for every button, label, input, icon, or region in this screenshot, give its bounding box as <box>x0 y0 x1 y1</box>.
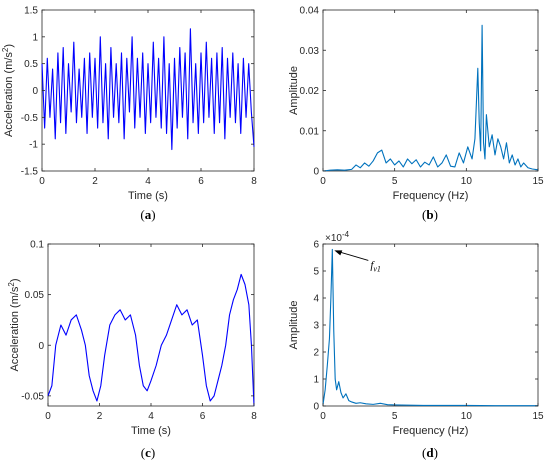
panel-label-close: ) <box>434 207 438 222</box>
x-tick-label: 0 <box>320 176 326 187</box>
y-tick-label: 2 <box>313 348 319 359</box>
y-tick-label: 1 <box>313 375 319 386</box>
annotation-label: fv1 <box>370 259 381 273</box>
panel-label-close: ) <box>151 207 155 222</box>
x-tick-label: 5 <box>392 176 398 187</box>
chart-a: 0 2 4 6 8 -1.5 -1 -0.5 0 0.5 1 1.5 Time (s) Accelerat… <box>1 6 257 223</box>
x-tick-label: 8 <box>251 411 257 422</box>
panel-label: (b) <box>422 207 438 222</box>
y-axis-label-tail: ) <box>3 44 15 48</box>
x-tick-label: 4 <box>148 411 154 422</box>
y-tick-label: 0.03 <box>300 46 320 57</box>
panel-label-open: ( <box>141 445 145 460</box>
x-axis-label: Frequency (Hz) <box>393 190 469 202</box>
y-tick-label: 0.04 <box>300 6 320 17</box>
panel-label-letter: b <box>426 207 433 222</box>
y-tick-label: 5 <box>313 267 319 278</box>
panel-label-close: ) <box>434 445 438 460</box>
panel-label: (a) <box>140 207 155 222</box>
panel-label-close: ) <box>151 445 155 460</box>
y-tick-label: 0.05 <box>25 290 45 301</box>
panel-label-open: ( <box>140 207 144 222</box>
x-tick-label: 4 <box>145 176 151 187</box>
y-tick-label: 0 <box>313 402 319 413</box>
panel-label-letter: a <box>145 207 152 222</box>
x-tick-label: 5 <box>392 411 398 422</box>
annotation-label-subscript: v1 <box>373 264 381 273</box>
y-tick-label: 6 <box>313 240 319 251</box>
x-axis-label: Frequency (Hz) <box>393 425 469 437</box>
x-tick-label: 8 <box>251 176 257 187</box>
series-line <box>47 273 255 407</box>
y-axis-label-superscript: 2 <box>1 47 10 52</box>
x-tick-label: 6 <box>200 411 206 422</box>
y-tick-label: 3 <box>313 321 319 332</box>
annotation-label-main: f <box>370 259 375 271</box>
x-tick-label: 0 <box>320 411 326 422</box>
x-tick-label: 10 <box>461 411 473 422</box>
y-axis-label: Acceleration (m/s2) <box>1 44 15 137</box>
x-axis-label: Time (s) <box>128 190 168 202</box>
y-axis-label-text: Acceleration (m/s <box>9 286 21 371</box>
y-tick-label: -1 <box>29 140 38 151</box>
x-tick-label: 6 <box>198 176 204 187</box>
y-tick-label: 0 <box>38 341 44 352</box>
plot-area <box>41 9 255 172</box>
panel-label-open: ( <box>422 445 426 460</box>
plot-area <box>322 243 539 407</box>
x-tick-label: 0 <box>45 411 51 422</box>
panel-label-letter: c <box>145 445 151 460</box>
series-line <box>322 248 538 407</box>
y-tick-label: 0.01 <box>300 126 320 137</box>
y-axis-label-superscript: 2 <box>7 282 16 287</box>
y-axis-label: Acceleration (m/s2) <box>7 278 21 371</box>
x-tick-label: 15 <box>532 176 544 187</box>
x-tick-label: 0 <box>39 176 45 187</box>
chart-b: 0 5 10 15 0 0.01 0.02 0.03 0.04 Frequency (Hz) Amp… <box>288 6 544 223</box>
y-tick-label: 1.5 <box>24 6 38 17</box>
x-tick-label: 10 <box>461 176 473 187</box>
series-line <box>41 28 255 151</box>
panel-label-letter: d <box>426 445 434 460</box>
annotation-arrow-line <box>339 251 369 261</box>
y-tick-label: 1 <box>32 32 38 43</box>
panel-label: (d) <box>422 445 438 460</box>
y-tick-label: -1.5 <box>21 167 39 178</box>
series-line <box>322 24 539 172</box>
y-tick-label: 0 <box>32 86 38 97</box>
y-axis-label-tail: ) <box>9 278 21 282</box>
chart-d: 0 5 10 15 0 1 2 3 4 5 6 Frequency (Hz) Amplitude ×10-… <box>288 230 544 460</box>
y-axis-multiplier-exponent: -4 <box>342 230 350 239</box>
y-axis-multiplier-base: ×10 <box>325 233 342 244</box>
y-axis-label-text: Acceleration (m/s <box>3 52 15 137</box>
x-tick-label: 2 <box>92 176 98 187</box>
y-tick-label: 0.02 <box>300 86 320 97</box>
y-tick-label: 0.5 <box>24 59 38 70</box>
x-axis-label: Time (s) <box>131 425 171 437</box>
annotation-arrow-head <box>334 250 343 256</box>
y-tick-label: 0.1 <box>30 240 44 251</box>
y-axis-label: Amplitude <box>288 301 300 350</box>
y-tick-label: -0.05 <box>21 391 44 402</box>
y-axis-label: Amplitude <box>288 66 300 115</box>
x-tick-label: 15 <box>532 411 544 422</box>
y-tick-label: 0 <box>313 167 319 178</box>
y-axis-multiplier: ×10-4 <box>325 230 350 244</box>
panel-label-open: ( <box>422 207 426 222</box>
y-tick-label: -0.5 <box>21 113 39 124</box>
x-tick-label: 2 <box>97 411 103 422</box>
y-tick-label: 4 <box>313 294 319 305</box>
panel-label: (c) <box>141 445 155 460</box>
